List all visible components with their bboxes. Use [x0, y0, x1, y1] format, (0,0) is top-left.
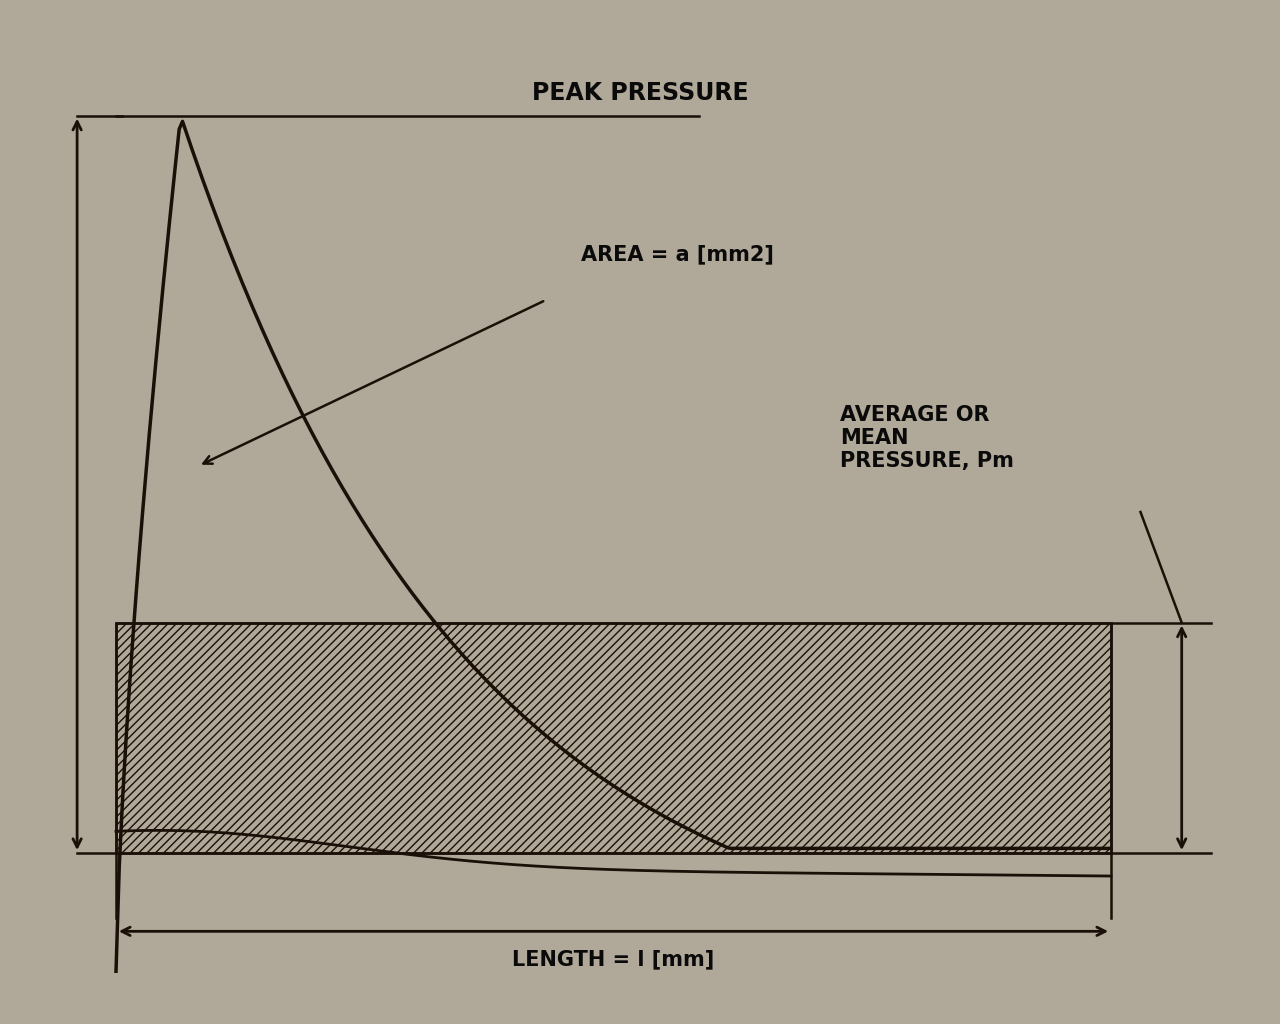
Text: LENGTH = l [mm]: LENGTH = l [mm]: [512, 949, 714, 969]
Bar: [116, 623, 1111, 853]
Text: PEAK PRESSURE: PEAK PRESSURE: [531, 81, 749, 104]
Text: AREA = a [mm2]: AREA = a [mm2]: [581, 244, 774, 264]
Text: AVERAGE OR
MEAN
PRESSURE, Pm: AVERAGE OR MEAN PRESSURE, Pm: [840, 406, 1014, 471]
Bar: [116, 623, 1111, 853]
